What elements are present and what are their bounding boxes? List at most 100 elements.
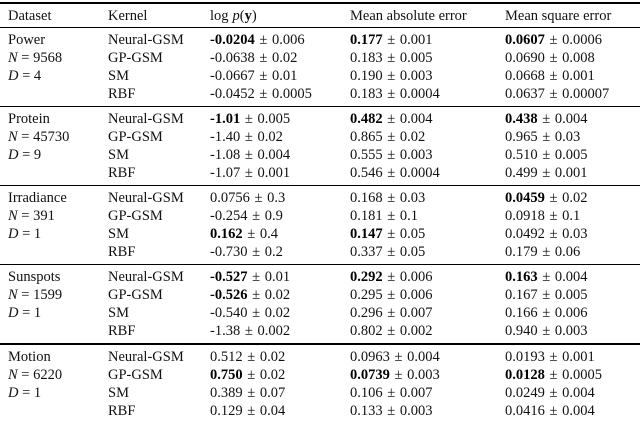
mean-absolute-error-cell: 0.183 ± 0.005 [350, 49, 505, 67]
plus-minus-symbol: ± [545, 50, 562, 66]
plus-minus-symbol: ± [243, 226, 259, 242]
plus-minus-symbol: ± [545, 403, 562, 419]
metric-error: 0.02 [271, 50, 298, 66]
metric-error: 0.03 [562, 226, 588, 242]
plus-minus-symbol: ± [538, 129, 554, 145]
kernel-name: GP-GSM [108, 367, 163, 383]
metric-error: 0.006 [271, 32, 305, 48]
dataset-cell: Motion N = 6220 D = 1 [8, 348, 108, 420]
dataset-d: D = 1 [8, 305, 42, 321]
n-variable: N [8, 50, 18, 66]
kernel-name: SM [108, 305, 129, 321]
plus-minus-symbol: ± [255, 86, 271, 102]
metric-error: 0.004 [562, 403, 595, 419]
mean-square-error-cell: 0.0690 ± 0.008 [505, 49, 640, 67]
table-body: Power N = 9568 D = 4 Neural-GSM -0.0204 ± 0.… [0, 28, 640, 423]
metric-error: 0.005 [399, 50, 433, 66]
mean-absolute-error-cell: 0.865 ± 0.02 [350, 128, 505, 146]
dataset-cell: Irradiance N = 391 D = 1 [8, 189, 108, 261]
metric-error: 0.005 [554, 147, 588, 163]
metric-error: 0.003 [554, 323, 588, 339]
table-row: RBF -1.38 ± 0.002 0.802 ± 0.002 0.940 ± 0.0… [108, 322, 640, 340]
table-row: GP-GSM -0.0638 ± 0.02 0.183 ± 0.005 0.0690 … [108, 49, 640, 67]
metric-error: 0.003 [399, 147, 433, 163]
metric-value: 0.0193 [505, 349, 545, 365]
metric-value: 0.292 [350, 269, 383, 285]
metric-value: -1.07 [210, 165, 241, 181]
log-likelihood-cell: -0.0452 ± 0.0005 [210, 85, 350, 103]
metric-value: 0.546 [350, 165, 383, 181]
plus-minus-symbol: ± [538, 287, 554, 303]
metric-value: 0.0918 [505, 208, 545, 224]
dataset-n: N = 9568 [8, 50, 63, 66]
metric-value: -0.254 [210, 208, 248, 224]
plus-minus-symbol: ± [383, 269, 399, 285]
metric-value: -1.01 [210, 111, 241, 127]
metric-error: 0.001 [257, 165, 291, 181]
mean-square-error-cell: 0.0193 ± 0.001 [505, 348, 640, 366]
paren-close: ) [251, 7, 257, 24]
metric-error: 0.02 [259, 367, 286, 383]
metric-value: 0.337 [350, 244, 383, 260]
mean-square-error-cell: 0.0492 ± 0.03 [505, 225, 640, 243]
mean-absolute-error-cell: 0.337 ± 0.05 [350, 243, 505, 261]
metric-error: 0.02 [562, 190, 588, 206]
plus-minus-symbol: ± [383, 50, 399, 66]
mean-absolute-error-cell: 0.482 ± 0.004 [350, 110, 505, 128]
metric-value: -0.526 [210, 287, 248, 303]
metric-error: 0.004 [407, 349, 440, 365]
table-row: Neural-GSM -1.01 ± 0.005 0.482 ± 0.004 0.43… [108, 110, 640, 128]
metric-value: 0.296 [350, 305, 383, 321]
plus-minus-symbol: ± [383, 226, 399, 242]
dataset-block: Irradiance N = 391 D = 1 Neural-GSM 0.0756 ±… [0, 185, 640, 264]
log-likelihood-cell: -0.527 ± 0.01 [210, 268, 350, 286]
dataset-name: Motion [8, 349, 51, 365]
mean-absolute-error-cell: 0.292 ± 0.006 [350, 268, 505, 286]
metric-error: 0.006 [554, 305, 588, 321]
kernel-name: SM [108, 68, 129, 84]
metric-error: 0.005 [554, 287, 588, 303]
mean-absolute-error-cell: 0.295 ± 0.006 [350, 286, 505, 304]
plus-minus-symbol: ± [538, 269, 554, 285]
mean-square-error-cell: 0.0668 ± 0.001 [505, 67, 640, 85]
mean-square-error-cell: 0.438 ± 0.004 [505, 110, 640, 128]
kernel-name: Neural-GSM [108, 32, 184, 48]
mean-square-error-cell: 0.940 ± 0.003 [505, 322, 640, 340]
mean-absolute-error-cell: 0.168 ± 0.03 [350, 189, 505, 207]
plus-minus-symbol: ± [255, 50, 271, 66]
plus-minus-symbol: ± [390, 367, 407, 383]
mean-square-error-cell: 0.0459 ± 0.02 [505, 189, 640, 207]
log-likelihood-cell: -1.40 ± 0.02 [210, 128, 350, 146]
metric-error: 0.00007 [562, 86, 610, 102]
kernel-name: RBF [108, 86, 136, 102]
plus-minus-symbol: ± [383, 68, 399, 84]
dataset-cell: Sunspots N = 1599 D = 1 [8, 268, 108, 340]
metric-error: 0.006 [399, 269, 433, 285]
metric-value: -0.0452 [210, 86, 255, 102]
plus-minus-symbol: ± [545, 385, 562, 401]
n-variable: N [8, 208, 18, 224]
log-likelihood-cell: 0.0756 ± 0.3 [210, 189, 350, 207]
kernel-name: RBF [108, 323, 136, 339]
dataset-block: Motion N = 6220 D = 1 Neural-GSM 0.512 ± 0.0… [0, 343, 640, 423]
metric-error: 0.004 [257, 147, 291, 163]
column-header-mae: Mean absolute error [350, 7, 467, 24]
metric-value: 0.0963 [350, 349, 390, 365]
metric-error: 0.001 [562, 68, 595, 84]
kernel-rows: Neural-GSM -1.01 ± 0.005 0.482 ± 0.004 0.43… [108, 110, 640, 182]
kernel-rows: Neural-GSM -0.527 ± 0.01 0.292 ± 0.006 0.16… [108, 268, 640, 340]
metric-error: 0.003 [407, 367, 440, 383]
metric-value: 0.162 [210, 226, 243, 242]
metric-value: 0.183 [350, 86, 383, 102]
plus-minus-symbol: ± [538, 244, 554, 260]
metric-value: 0.181 [350, 208, 383, 224]
metric-value: 0.106 [350, 385, 383, 401]
plus-minus-symbol: ± [545, 208, 562, 224]
column-header-logp: log p(y) [210, 7, 350, 25]
metric-value: -0.0667 [210, 68, 255, 84]
table-row: SM -0.540 ± 0.02 0.296 ± 0.007 0.166 ± 0.00… [108, 304, 640, 322]
plus-minus-symbol: ± [538, 147, 554, 163]
table-row: RBF -0.0452 ± 0.0005 0.183 ± 0.0004 0.0637 … [108, 85, 640, 103]
metric-error: 0.04 [259, 403, 286, 419]
metric-value: 0.965 [505, 129, 538, 145]
